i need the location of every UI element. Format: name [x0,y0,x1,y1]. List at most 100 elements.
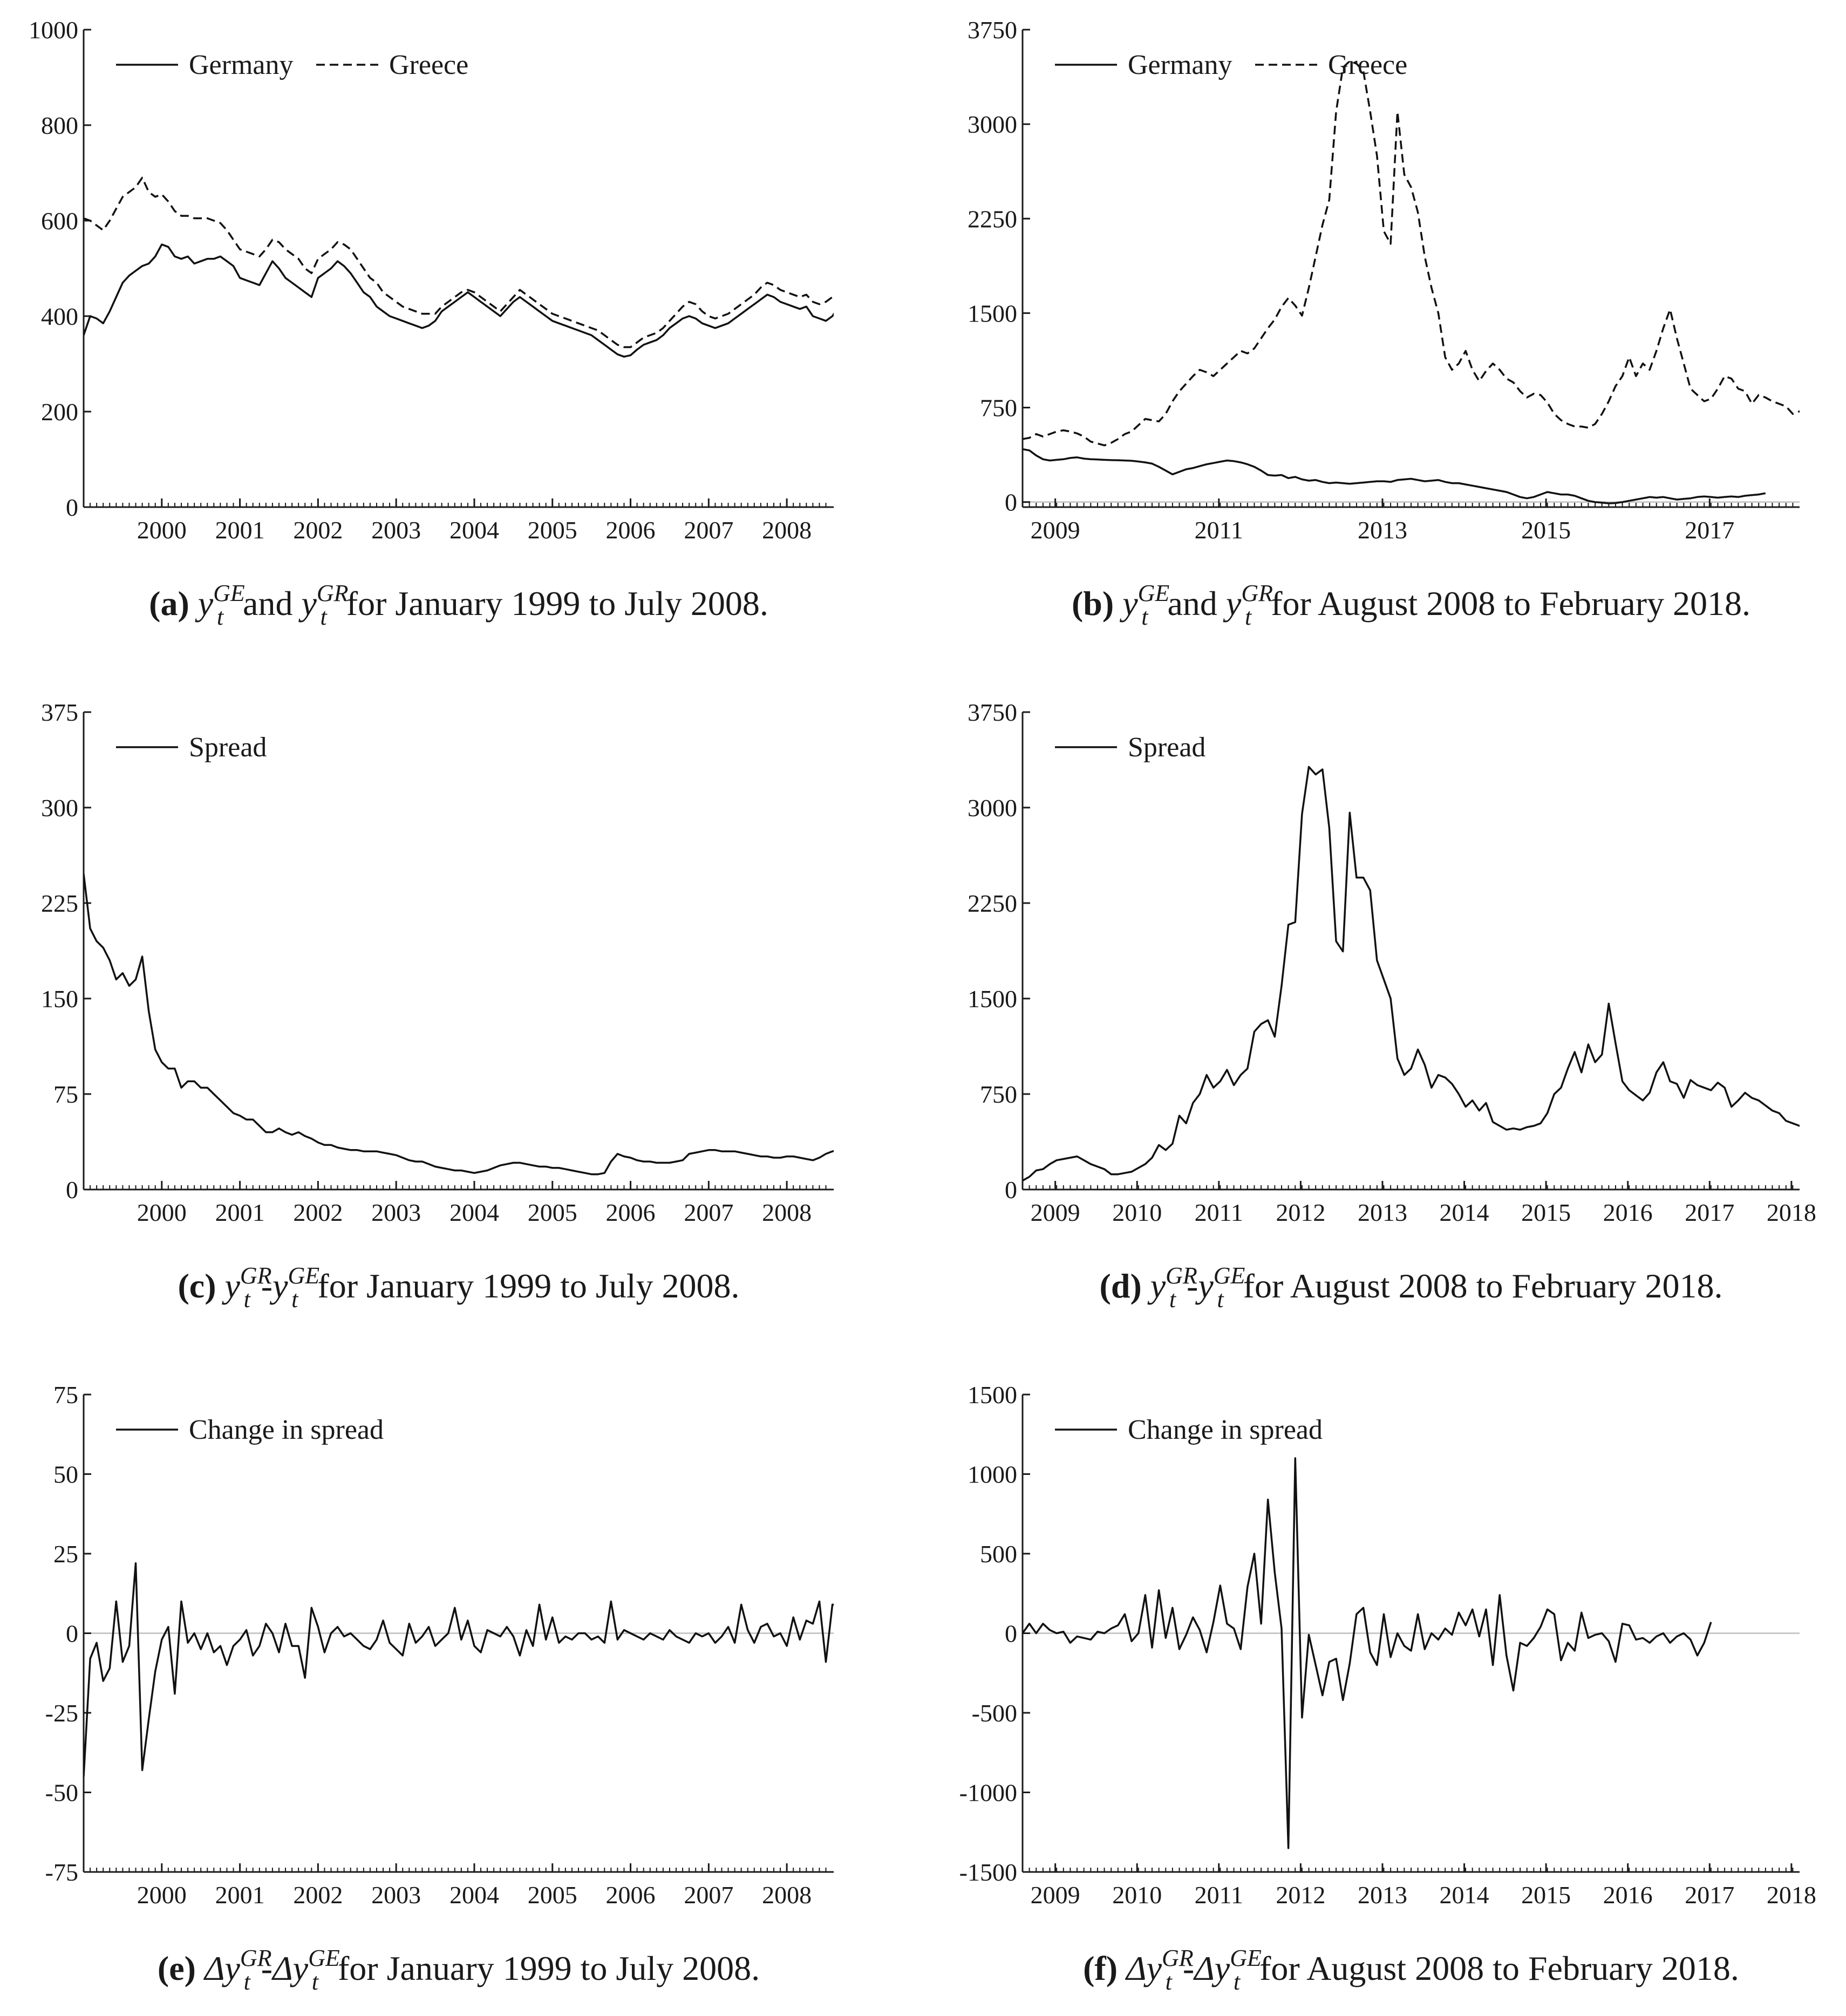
x-tick-label: 2004 [449,516,499,544]
caption-c: (c) yGR t -yGE t for January 1999 to July 2… [178,1262,739,1313]
caption-sub2: t [312,1969,319,1995]
x-tick-label: 2005 [528,1881,577,1909]
legend: Spread [1055,732,1205,763]
caption-tail: for January 1999 to July 2008. [329,1949,760,1987]
legend-label: Germany [1128,50,1232,80]
caption-mid: - [1187,1267,1198,1305]
x-tick-label: 2015 [1521,1881,1571,1909]
x-tick-label: 2011 [1195,516,1243,544]
y-tick-label: 75 [53,1081,78,1108]
x-tick-label: 2014 [1440,1199,1489,1226]
x-tick-label: 2004 [449,1199,499,1226]
y-tick-label: 200 [41,398,78,426]
y-tick-label: 750 [980,1081,1017,1108]
caption-tail: for August 2008 to February 2018. [1262,584,1750,623]
caption-tail: for January 1999 to July 2008. [309,1267,739,1305]
caption-sup1: GR [240,1262,272,1289]
y-tick-label: 0 [66,1176,78,1204]
y-tick-label: -1500 [959,1858,1017,1886]
x-tick-label: 2016 [1603,1881,1653,1909]
x-tick-label: 2002 [293,1199,343,1226]
caption-v1: y [1119,584,1138,623]
x-tick-label: 2002 [293,1881,343,1909]
caption-e: (e) ΔyGR t -ΔyGE t for January 1999 to July… [158,1945,760,1995]
y-tick-label: 150 [41,985,78,1013]
caption-sup1: GE [1138,580,1170,606]
y-tick-label: 1000 [968,1461,1017,1488]
series-line-spread [1023,766,1800,1182]
y-tick-label: 375 [41,699,78,726]
y-tick-label: 1500 [968,985,1017,1013]
caption-letter: (e) [158,1949,196,1987]
caption-sub1: t [244,1286,251,1313]
x-tick-label: 2011 [1195,1199,1243,1226]
x-tick-label: 2013 [1358,516,1407,544]
caption-sub2: t [321,604,328,630]
x-tick-label: 2001 [215,1199,265,1226]
x-tick-label: 2016 [1603,1199,1653,1226]
legend-label: Change in spread [1128,1414,1323,1445]
caption-sub1: t [1166,1969,1173,1995]
legend: Spread [116,732,267,763]
caption-letter: (d) [1100,1267,1142,1305]
caption-sup2: GE [308,1945,340,1971]
x-tick-label: 2010 [1112,1881,1162,1909]
caption-sub2: t [1234,1969,1241,1995]
caption-sup2: GE [288,1262,320,1289]
y-tick-label: 50 [53,1461,78,1488]
caption-v2: y [269,1267,288,1305]
y-tick-label: 3000 [968,111,1017,138]
caption-v2: y [298,584,317,623]
caption-v1: y [1147,1267,1166,1305]
x-tick-label: 2001 [215,1881,265,1909]
x-tick-label: 2009 [1031,1199,1080,1226]
caption-sup1: GR [1166,1262,1197,1289]
caption-letter: (f) [1083,1949,1118,1987]
caption-sub1: t [1169,1286,1177,1313]
caption-mid: and [234,584,301,623]
y-tick-label: 0 [1005,1176,1017,1204]
y-tick-label: 3000 [968,794,1017,822]
series-line-greece [84,176,834,348]
y-tick-label: -500 [972,1699,1017,1727]
x-tick-label: 2013 [1358,1199,1407,1226]
chart-panel-f: -1500 -1000 -500 0 500 1000 1500 2009 2010 2011 20… [959,1381,1816,1909]
x-tick-label: 2006 [606,1881,656,1909]
x-tick-label: 2000 [137,1881,187,1909]
legend-label: Greece [389,50,468,80]
y-tick-label: -50 [45,1779,78,1807]
y-tick-label: -75 [45,1858,78,1886]
caption-sup1: GR [240,1945,272,1971]
chart-panel-a: 0 200 400 600 800 1000 2000 2001 2002 2003 2004 200… [29,16,834,544]
y-tick-label: 0 [66,494,78,521]
x-tick-label: 2008 [762,516,812,544]
chart-panel-d: 0 750 1500 2250 3000 3750 2009 2010 2011 2012 2013… [968,699,1816,1226]
y-tick-label: 300 [41,794,78,822]
series-line-greece [1023,60,1800,447]
caption-sup2: GE [1214,1262,1245,1289]
x-tick-label: 2005 [528,1199,577,1226]
caption-sup1: GR [1162,1945,1194,1971]
y-tick-label: 1000 [29,16,78,44]
series-line-change-in-spread [1023,1457,1712,1849]
x-tick-label: 2015 [1521,516,1571,544]
x-tick-label: 2007 [684,1881,733,1909]
legend: Change in spread [1055,1414,1323,1445]
chart-panel-c: 0 75 150 225 300 375 2000 2001 2002 2003 2004 2005 2… [41,699,834,1226]
caption-sub2: t [1245,604,1252,630]
legend-label: Germany [189,50,293,80]
x-tick-label: 2013 [1358,1881,1407,1909]
x-tick-label: 2007 [684,516,733,544]
x-tick-label: 2015 [1521,1199,1571,1226]
x-tick-label: 2007 [684,1199,733,1226]
x-tick-label: 2003 [371,1199,421,1226]
caption-sup2: GR [317,580,349,606]
legend-label: Spread [1128,732,1205,763]
caption-tail: for January 1999 to July 2008. [338,584,768,623]
x-tick-label: 2003 [371,1881,421,1909]
x-tick-label: 2018 [1767,1199,1816,1226]
x-tick-label: 2018 [1767,1881,1816,1909]
x-tick-label: 2002 [293,516,343,544]
